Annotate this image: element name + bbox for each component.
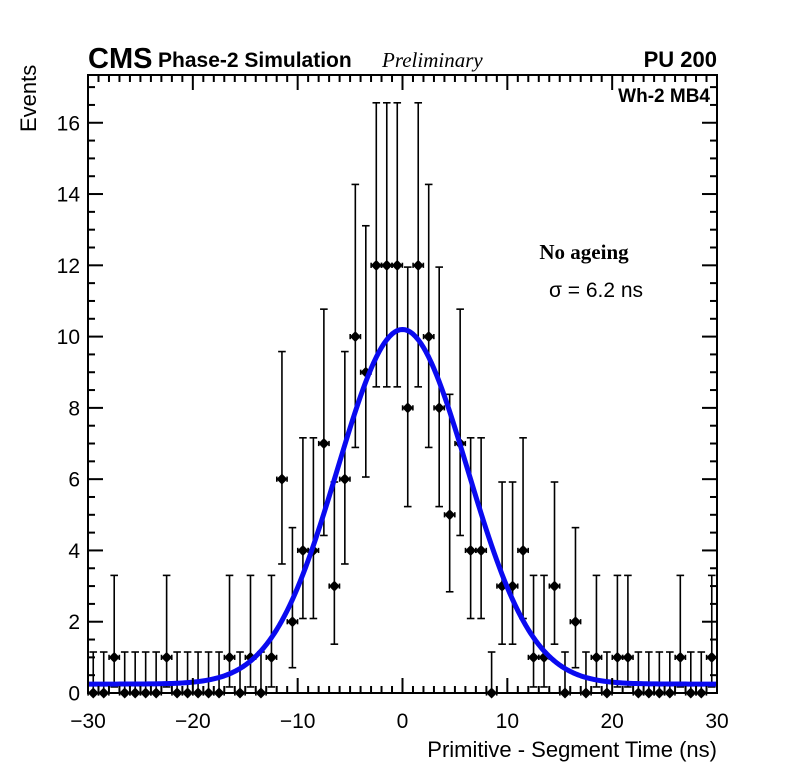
data-point-marker [224,651,236,663]
y-tick-label: 10 [57,326,80,349]
data-point-marker [475,544,487,556]
y-tick-label: 16 [57,112,80,135]
data-point-marker [391,259,403,271]
data-point-marker [569,616,581,628]
data-point-marker [370,259,382,271]
x-axis-title: Primitive - Segment Time (ns) [427,737,717,762]
y-axis-title: Events [16,65,41,132]
annotation-sigma-value: σ = 6.2 ns [549,279,643,302]
data-point-marker [549,580,561,592]
x-tick-label: 0 [397,710,409,733]
data-point-marker [423,331,435,343]
y-tick-label: 4 [68,540,80,563]
x-tick-label: 30 [705,710,728,733]
data-point-marker [444,509,456,521]
data-point-marker [528,651,540,663]
data-point-marker [349,331,361,343]
data-point-marker [622,651,634,663]
data-point-marker [108,651,120,663]
x-tick-label: 10 [496,710,519,733]
data-point-marker [318,438,330,450]
data-point-marker [402,402,414,414]
region-label: Wh-2 MB4 [618,86,710,107]
data-markers [87,259,718,699]
data-point-marker [297,544,309,556]
y-tick-label: 14 [57,184,81,207]
header-phase-label: Phase-2 Simulation [158,49,352,72]
plot-frame [87,74,718,694]
annotation-ageing-label: No ageing [539,240,629,264]
data-point-marker [339,473,351,485]
data-point-marker [465,544,477,556]
data-point-marker [412,259,424,271]
data-point-marker [517,544,529,556]
x-tick-label: −30 [70,710,106,733]
data-point-marker [161,651,173,663]
data-point-marker [276,473,288,485]
x-tick-label: 20 [600,710,623,733]
data-point-marker [611,651,623,663]
y-tick-label: 2 [68,611,80,634]
y-tick-label: 6 [68,469,80,492]
fit-curve [88,326,717,687]
axis-ticks [87,75,718,694]
header-experiment-label: CMS [88,43,152,75]
y-tick-label: 8 [68,397,80,420]
data-point-marker [265,651,277,663]
data-point-marker [590,651,602,663]
y-tick-label: 0 [68,683,80,706]
error-bars [87,101,718,696]
data-point-marker [286,616,298,628]
header-preliminary-label: Preliminary [381,48,483,72]
x-tick-label: −20 [175,710,211,733]
data-point-marker [433,402,445,414]
data-point-marker [674,651,686,663]
x-tick-label: −10 [280,710,316,733]
header-pileup-label: PU 200 [644,47,717,72]
data-point-marker [381,259,393,271]
axis-tick-labels: 0 2 4 6 8 10 12 14 16 −30 −20 −10 0 10 20 30 [57,112,729,733]
y-tick-label: 12 [57,255,80,278]
data-point-marker [328,580,340,592]
